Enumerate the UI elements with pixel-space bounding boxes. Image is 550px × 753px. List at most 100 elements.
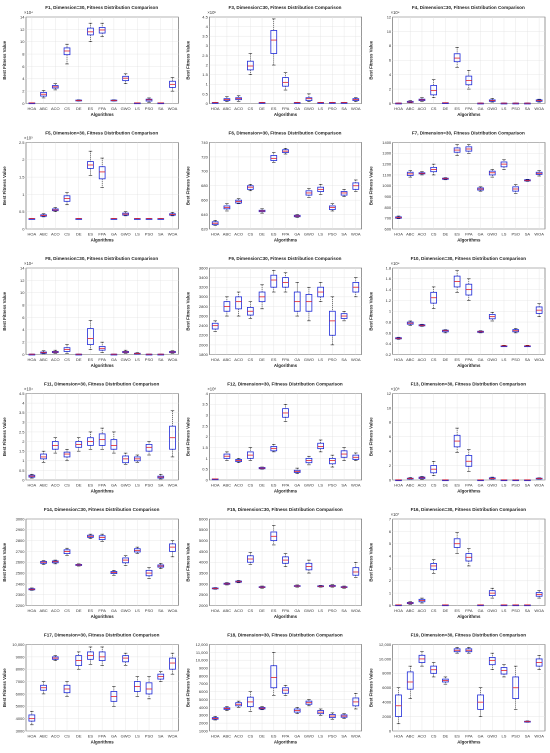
x-tick-label: PSO [328, 106, 336, 111]
box-iqr [145, 682, 153, 695]
box-ACO [418, 171, 426, 176]
y-tick-label: 1000 [382, 183, 392, 188]
box-GWO [122, 555, 129, 566]
y-tick-label: 6000 [199, 516, 209, 521]
box-HOA [395, 336, 402, 340]
x-tick-label: SA [341, 483, 347, 488]
x-tick-label: CS [64, 357, 70, 362]
x-tick-label: PSO [511, 232, 519, 237]
x-tick-label: LS [318, 357, 323, 362]
box-WOA [352, 97, 360, 102]
y-tick-label: 0.5 [19, 468, 25, 473]
box-GWO [122, 211, 129, 217]
box-GWO [305, 286, 313, 322]
y-tick-label: 11,000 [196, 650, 209, 655]
box-ABC [406, 100, 414, 104]
box-CS [247, 552, 254, 565]
box-iqr [235, 296, 242, 310]
x-tick-label: GWO [487, 608, 497, 613]
y-axis-label: Best Fitness Value [369, 40, 374, 79]
x-tick-label: ES [88, 106, 94, 111]
box-LS [133, 218, 141, 220]
y-axis-label: Best Fitness Value [185, 40, 190, 79]
x-tick-label: GA [478, 483, 484, 488]
y-axis-label: Best Fitness Value [185, 542, 190, 581]
x-tick-label: GWO [304, 734, 314, 739]
box-iqr [145, 444, 153, 452]
x-tick-label: GA [294, 734, 300, 739]
y-axis-label: Best Fitness Value [2, 166, 7, 205]
box-DE [442, 479, 449, 482]
box-DE [75, 353, 83, 356]
box-CS [247, 301, 254, 319]
box-GWO [122, 73, 129, 84]
x-tick-label: SA [525, 483, 531, 488]
x-tick-label: SA [341, 106, 347, 111]
box-ABC [223, 96, 231, 102]
x-tick-label: ABC [39, 734, 47, 739]
x-tick-label: PSO [145, 483, 153, 488]
x-tick-label: FPA [465, 734, 473, 739]
box-DE [442, 102, 449, 104]
x-tick-label: PSO [328, 734, 336, 739]
y-tick-label: 2.5 [202, 53, 208, 58]
x-tick-label: GA [294, 483, 300, 488]
x-tick-label: CS [248, 232, 254, 237]
x-tick-label: ACO [51, 357, 60, 362]
x-tick-label: HOA [211, 483, 220, 488]
box-GA [477, 687, 484, 717]
x-axis-label: Algorithms [274, 740, 298, 745]
box-WOA [535, 590, 543, 599]
x-tick-label: CS [431, 734, 437, 739]
box-GWO [488, 312, 496, 322]
x-tick-label: ACO [234, 734, 243, 739]
box-ES [87, 320, 94, 350]
x-tick-label: ABC [223, 357, 231, 362]
y-tick-label: 3 [206, 413, 209, 418]
x-tick-label: DE [443, 483, 449, 488]
y-exponent: ×10³ [24, 136, 33, 141]
x-tick-label: CS [431, 357, 437, 362]
y-tick-label: 1.2 [386, 298, 392, 303]
box-DE [442, 604, 449, 607]
box-DE [75, 437, 83, 452]
x-tick-label: ABC [39, 357, 47, 362]
box-ABC [40, 450, 47, 463]
box-LS [133, 676, 141, 697]
box-PSO [145, 218, 153, 220]
chart-title: F14, Dimension=30, Fitness Distribution … [44, 507, 160, 512]
x-tick-label: WOA [351, 734, 361, 739]
y-tick-label: 2800 [16, 538, 26, 543]
x-tick-label: SA [158, 483, 164, 488]
y-tick-label: 8000 [199, 673, 209, 678]
y-tick-label: 6 [22, 315, 25, 320]
x-tick-label: DE [259, 357, 265, 362]
box-PSO [512, 604, 520, 607]
x-tick-label: GWO [304, 232, 314, 237]
y-tick-label: 1.4 [386, 287, 392, 292]
box-WOA [535, 303, 543, 317]
box-SA [157, 473, 165, 480]
x-tick-label: GA [478, 357, 484, 362]
y-tick-label: 2400 [199, 323, 209, 328]
y-tick-label: 8 [22, 302, 25, 307]
box-LS [500, 664, 508, 678]
x-tick-label: ES [454, 106, 460, 111]
box-LS [133, 102, 141, 105]
x-tick-label: WOA [168, 608, 178, 613]
box-ABC [40, 560, 47, 565]
y-tick-label: 1 [389, 591, 392, 596]
y-tick-label: 1200 [382, 162, 392, 167]
x-tick-label: GWO [121, 483, 131, 488]
y-exponent: ×10⁵ [207, 10, 216, 15]
x-tick-label: GA [478, 734, 484, 739]
y-tick-label: 14 [20, 265, 25, 270]
box-SA [340, 189, 348, 197]
y-tick-label: 7000 [199, 681, 209, 686]
y-tick-label: 3500 [199, 570, 209, 575]
box-GA [110, 570, 118, 576]
x-tick-label: CS [248, 483, 254, 488]
chart-title: F13, Dimension=30, Fitness Distribution … [411, 382, 527, 387]
box-DE [258, 208, 266, 214]
box-SA [157, 563, 165, 569]
